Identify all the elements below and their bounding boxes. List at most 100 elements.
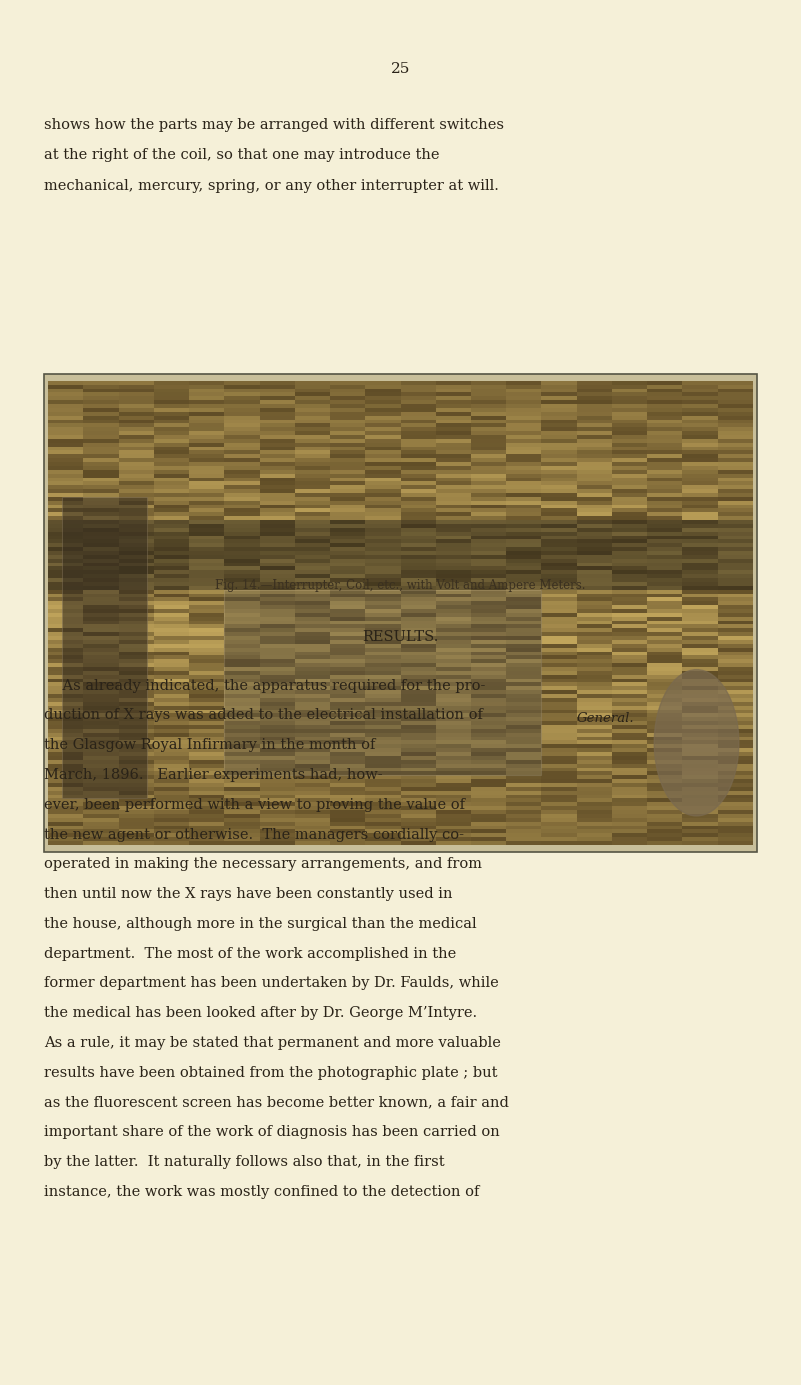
Bar [365, 446, 400, 450]
Bar [471, 458, 506, 463]
Bar [189, 655, 224, 659]
Bar [400, 594, 436, 597]
Bar [365, 485, 400, 489]
Bar [189, 400, 224, 404]
Bar [400, 679, 436, 683]
Bar [471, 632, 506, 636]
Bar [577, 791, 612, 795]
Bar [612, 575, 647, 578]
Bar [612, 392, 647, 396]
Bar [612, 555, 647, 558]
Bar [365, 670, 400, 674]
Bar [224, 837, 260, 841]
Bar [436, 470, 471, 474]
Bar [119, 737, 154, 741]
Bar [295, 547, 330, 551]
Bar [260, 771, 295, 776]
Bar [330, 787, 365, 791]
Bar [224, 551, 260, 555]
Bar [718, 722, 753, 724]
Bar [682, 562, 718, 566]
Bar [718, 771, 753, 776]
Bar [48, 381, 753, 845]
Bar [48, 616, 83, 620]
Bar [506, 722, 541, 724]
Bar [330, 558, 365, 562]
Bar [682, 709, 718, 713]
Bar [119, 558, 154, 562]
Bar [224, 709, 260, 713]
Bar [400, 659, 436, 663]
Bar [48, 771, 83, 776]
Bar [224, 698, 260, 702]
Bar [48, 532, 83, 536]
Bar [330, 795, 365, 798]
Bar [400, 771, 436, 776]
Bar [330, 416, 365, 420]
Bar [260, 632, 295, 636]
Bar [189, 806, 224, 810]
Bar [295, 478, 330, 482]
Bar [682, 632, 718, 636]
Bar [577, 597, 612, 601]
Bar [295, 817, 330, 821]
Bar [647, 396, 682, 400]
Bar [295, 741, 330, 744]
Bar [471, 400, 506, 404]
Bar [682, 586, 718, 590]
Bar [577, 616, 612, 620]
Bar [224, 780, 260, 783]
Bar [83, 528, 119, 532]
Bar [365, 501, 400, 504]
Bar [260, 597, 295, 601]
Bar [506, 504, 541, 508]
Bar [612, 651, 647, 655]
Bar [577, 830, 612, 834]
Bar [682, 458, 718, 463]
Bar [577, 776, 612, 780]
Bar [436, 512, 471, 517]
Bar [330, 841, 365, 845]
Bar [295, 485, 330, 489]
Bar [541, 543, 577, 547]
Bar [612, 670, 647, 674]
Bar [48, 760, 83, 763]
Bar [83, 663, 119, 668]
Bar [718, 578, 753, 582]
Bar [718, 609, 753, 612]
Bar [400, 381, 436, 385]
Bar [400, 416, 436, 420]
Bar [647, 795, 682, 798]
Bar [718, 663, 753, 668]
Bar [154, 724, 189, 729]
Bar [506, 817, 541, 821]
Bar [119, 424, 154, 428]
Circle shape [654, 669, 739, 816]
Bar [471, 694, 506, 698]
Bar [577, 625, 612, 629]
Bar [330, 636, 365, 640]
Bar [330, 609, 365, 612]
Bar [682, 659, 718, 663]
Bar [612, 756, 647, 760]
Bar [224, 586, 260, 590]
Bar [154, 400, 189, 404]
Bar [48, 802, 83, 806]
Bar [541, 601, 577, 605]
Bar [48, 590, 83, 594]
Bar [577, 814, 612, 817]
Bar [189, 558, 224, 562]
Bar [83, 497, 119, 501]
Bar [577, 787, 612, 791]
Bar [506, 431, 541, 435]
Bar [400, 424, 436, 428]
Bar [612, 655, 647, 659]
Bar [330, 655, 365, 659]
Bar [189, 555, 224, 558]
Bar [224, 409, 260, 411]
Bar [682, 616, 718, 620]
Bar [295, 709, 330, 713]
Bar [718, 458, 753, 463]
Bar [330, 806, 365, 810]
Bar [189, 668, 224, 670]
